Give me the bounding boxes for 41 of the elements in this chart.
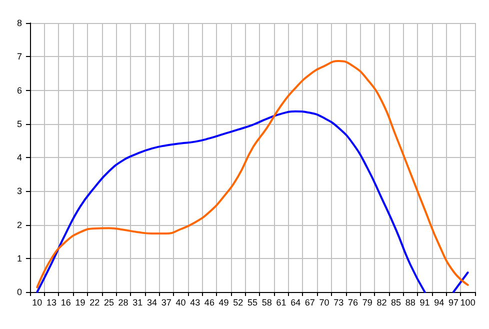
x-tick-label: 55 xyxy=(247,298,258,308)
x-tick-label: 100 xyxy=(460,298,476,308)
y-tick-label: 3 xyxy=(16,186,22,196)
x-tick-label: 94 xyxy=(434,298,444,308)
x-tick-label: 97 xyxy=(448,298,458,308)
x-tick-label: 67 xyxy=(304,298,315,308)
y-tick-label: 1 xyxy=(16,253,22,264)
x-tick-label: 58 xyxy=(262,298,272,308)
x-tick-label: 73 xyxy=(334,298,344,308)
x-tick-label: 10 xyxy=(32,298,42,308)
x-tick-label: 76 xyxy=(348,298,358,308)
x-tick-label: 40 xyxy=(176,298,186,308)
x-tick-label: 13 xyxy=(46,298,57,308)
x-tick-label: 85 xyxy=(391,298,402,308)
x-tick-label: 49 xyxy=(218,298,229,308)
x-tick-label: 37 xyxy=(161,298,172,308)
y-tick-label: 0 xyxy=(16,287,22,297)
y-tick-label: 8 xyxy=(16,18,22,28)
y-tick-label: 6 xyxy=(16,85,22,96)
x-tick-label: 25 xyxy=(104,298,114,308)
x-tick-label: 46 xyxy=(204,298,214,308)
y-tick-label: 4 xyxy=(16,152,22,162)
x-tick-label: 70 xyxy=(319,298,330,308)
x-tick-label: 43 xyxy=(190,298,200,308)
x-tick-label: 28 xyxy=(118,298,128,308)
y-tick-label: 2 xyxy=(16,220,22,230)
x-tick-label: 91 xyxy=(420,298,430,308)
x-tick-label: 31 xyxy=(132,298,143,308)
x-tick-label: 61 xyxy=(276,298,286,308)
x-tick-label: 19 xyxy=(75,298,86,308)
x-tick-label: 34 xyxy=(147,298,158,308)
line-series xyxy=(36,60,469,288)
x-tick-label: 82 xyxy=(376,298,387,308)
x-tick-label: 52 xyxy=(233,298,244,308)
x-tick-label: 64 xyxy=(290,298,301,308)
x-tick-label: 16 xyxy=(60,298,71,308)
y-tick-label: 5 xyxy=(16,118,22,129)
y-tick-label: 7 xyxy=(16,52,22,62)
x-tick-label: 79 xyxy=(362,298,372,308)
x-tick-label: 22 xyxy=(90,298,100,308)
x-tick-label: 88 xyxy=(405,298,416,308)
